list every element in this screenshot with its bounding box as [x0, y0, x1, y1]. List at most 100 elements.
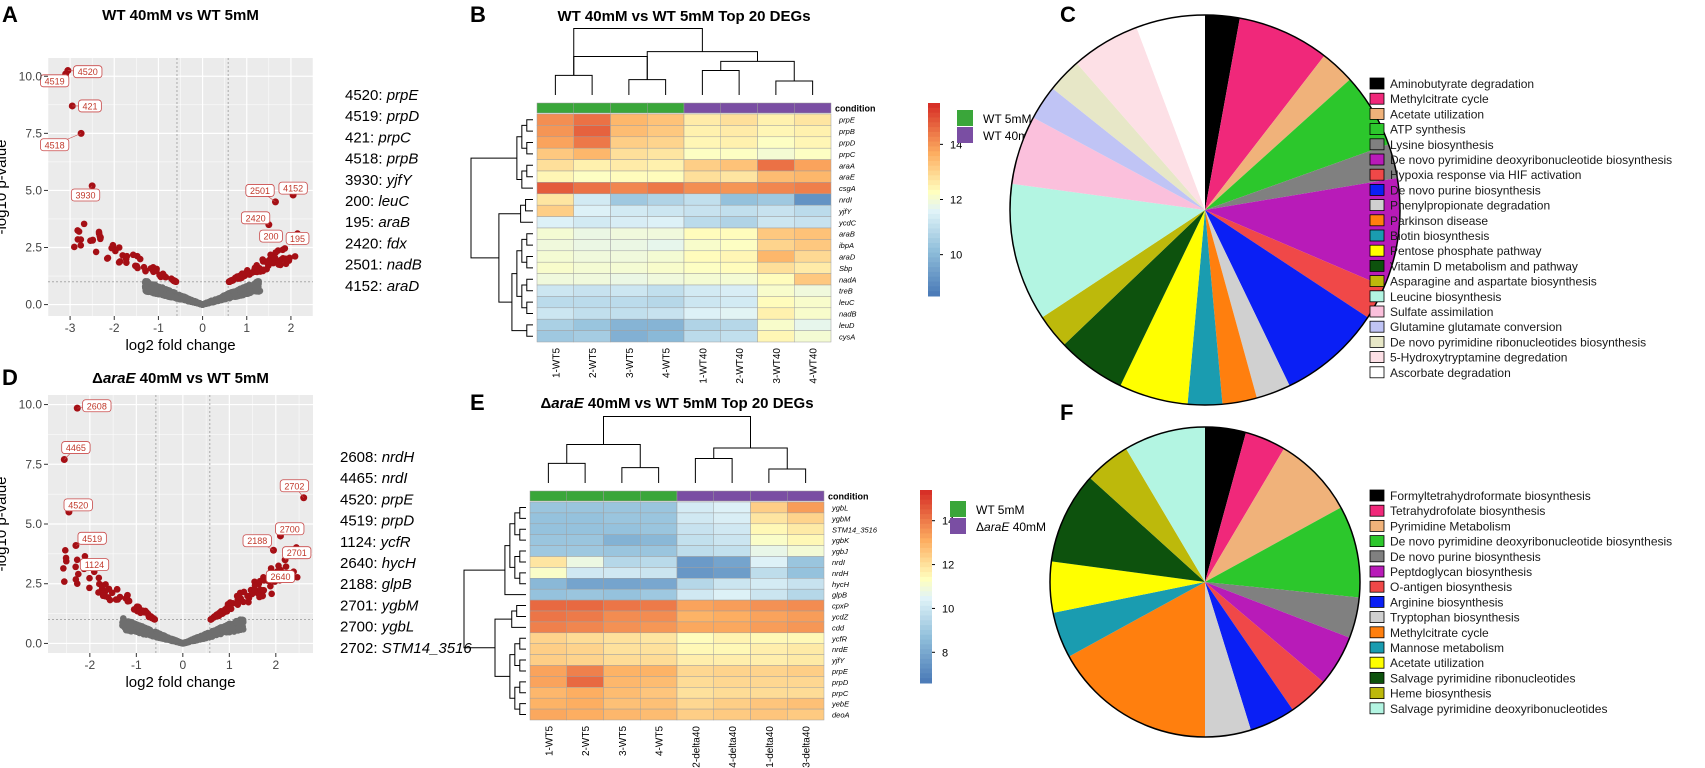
- panel-letter: A: [2, 2, 18, 27]
- heatmap-cell: [647, 296, 685, 309]
- heatmap-cell: [603, 545, 641, 557]
- heatmap-cell: [676, 708, 714, 721]
- pie-legend-swatch: [1369, 656, 1385, 669]
- heatmap-cell: [787, 545, 825, 557]
- pie-legend-swatch: [1369, 168, 1385, 181]
- heatmap-cell: [787, 578, 825, 590]
- pie-outline: [1049, 426, 1361, 738]
- colorbar-segment: [928, 286, 940, 292]
- heatmap-cell: [566, 676, 604, 688]
- dendrogram-branch: [504, 545, 526, 596]
- heatmap-cell: [794, 330, 832, 343]
- heatmap-cell: [787, 654, 825, 666]
- colorbar-segment: [928, 141, 940, 147]
- heatmap-cell: [757, 147, 795, 160]
- heatmap-cell: [757, 170, 795, 183]
- heatmap-cell: [640, 501, 678, 514]
- pie-legend-swatch: [1369, 702, 1385, 715]
- panel-E: E ΔaraE 40mM vs WT 5mM Top 20 DEGs conditi…: [463, 390, 1046, 768]
- dendrogram-branch: [526, 119, 533, 132]
- pie-legend-swatch: [1369, 275, 1385, 288]
- point-significant: [256, 586, 264, 594]
- point-significant: [75, 228, 83, 235]
- heatmap-cell: [603, 643, 641, 655]
- heatmap-cell: [720, 182, 758, 195]
- heatmap-title: WT 40mM vs WT 5mM Top 20 DEGs: [557, 8, 810, 25]
- heatmap-cell: [713, 654, 751, 666]
- row-label: glpB: [832, 591, 847, 600]
- heatmap-cell: [610, 307, 648, 320]
- gene-list-item: 421: prpC: [345, 129, 411, 146]
- point-nonsig: [159, 632, 167, 639]
- row-label: nrdH: [832, 569, 849, 578]
- heatmap-cell: [683, 250, 721, 263]
- heatmap-cell: [573, 182, 611, 195]
- pie-legend-swatch: [1369, 596, 1385, 608]
- label-box: [275, 522, 305, 536]
- gene-list-item-part-1: glpB: [382, 576, 412, 593]
- point-significant: [61, 578, 68, 585]
- pie-slice: [1049, 561, 1205, 613]
- column-label: 1-WT5: [551, 348, 562, 378]
- colorbar-segment: [928, 257, 940, 263]
- dendrogram-branch: [701, 70, 740, 95]
- heatmap-cell: [573, 296, 611, 309]
- heatmap-cell: [683, 204, 721, 217]
- heatmap-cell: [794, 261, 832, 274]
- point-significant: [159, 270, 167, 278]
- heatmap-cell: [750, 545, 788, 557]
- heatmap-cell: [720, 296, 758, 309]
- heatmap-cell: [757, 318, 795, 331]
- heatmap-cell: [794, 113, 832, 126]
- label-box: [240, 211, 271, 225]
- heatmap-cell: [713, 687, 751, 699]
- pie-legend-label: Phenylpropionate degradation: [1390, 199, 1550, 213]
- x-axis-label: log2 fold change: [125, 674, 235, 691]
- point-nonsig: [133, 623, 141, 630]
- heatmap-cell: [787, 643, 825, 655]
- gene-list-item-part-1: hycH: [382, 555, 416, 572]
- pie-slice: [1051, 478, 1205, 582]
- pie-legend-label: Vitamin D metabolism and pathway: [1390, 259, 1578, 273]
- gene-list-item-part-1: prpE: [381, 491, 415, 508]
- point-significant: [61, 547, 69, 554]
- row-label: prpC: [838, 150, 856, 159]
- pie-legend-label: De novo purine biosynthesis: [1390, 183, 1541, 197]
- pie-slice: [1205, 144, 1398, 210]
- point-label: 195: [290, 234, 305, 244]
- colorbar-segment: [920, 509, 932, 515]
- point-nonsig: [190, 636, 197, 643]
- row-dendrogram: [463, 506, 526, 716]
- pie-legend-label: Biotin biosynthesis: [1390, 229, 1489, 243]
- colorbar-segment: [928, 170, 940, 176]
- heatmap-cell: [750, 567, 788, 579]
- colorbar-segment: [928, 218, 940, 225]
- pie-legend-swatch: [1369, 290, 1385, 303]
- heatmap-cell: [720, 273, 758, 286]
- row-label: ycfR: [831, 634, 848, 643]
- row-dendrogram: [470, 119, 533, 337]
- point-label: 4519: [82, 534, 102, 544]
- dendrogram-branch: [514, 643, 520, 666]
- gene-list-item-part-0: 2700:: [340, 619, 382, 636]
- condition-cell: [529, 490, 567, 502]
- colorbar-segment: [928, 238, 940, 244]
- condition-cell: [683, 102, 721, 114]
- dendrogram-branch: [519, 506, 526, 519]
- pie-legend-label: Ascorbate degradation: [1390, 366, 1511, 380]
- heatmap-cell: [676, 567, 714, 579]
- heatmap-cell: [720, 250, 758, 263]
- colorbar-segment: [920, 610, 932, 616]
- heatmap-cell: [750, 632, 788, 644]
- colorbar-segment: [928, 103, 940, 109]
- point-nonsig: [172, 294, 180, 301]
- y-tick-label: 0.0: [25, 298, 42, 312]
- heatmap-cell: [610, 273, 648, 286]
- pie-legend-swatch: [1369, 244, 1385, 257]
- row-label: ygbM: [831, 514, 851, 523]
- pie-slice: [1187, 210, 1223, 406]
- point-significant: [95, 589, 102, 596]
- heatmap-cell: [536, 182, 574, 195]
- heatmap-cell: [610, 296, 648, 309]
- colorbar-segment: [928, 247, 940, 254]
